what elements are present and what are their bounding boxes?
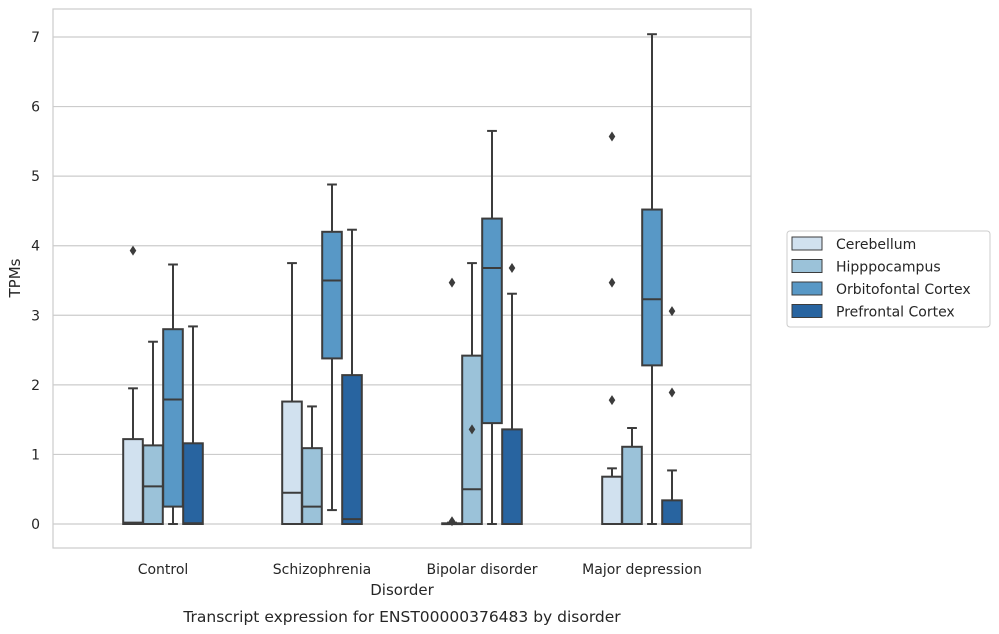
outlier-point (448, 277, 456, 288)
legend-label: Hipppocampus (836, 260, 941, 276)
legend-label: Orbitofontal Cortex (836, 282, 971, 298)
box-series-layer (122, 33, 683, 527)
legend-swatch (791, 259, 823, 273)
box-body (601, 475, 623, 526)
legend-swatch (791, 304, 823, 318)
box-body (182, 442, 204, 526)
y-tick-label: 3 (31, 308, 40, 324)
box-2-0 (162, 263, 184, 525)
x-axis-ticks: Control Schizophrenia Bipolar disorder Majo… (138, 562, 702, 578)
outlier-point (668, 306, 676, 317)
y-axis-title: TPMs (6, 258, 24, 298)
outlier-point (608, 131, 616, 142)
x-tick-label: Schizophrenia (273, 562, 371, 578)
legend: Cerebellum Hipppocampus Orbitofontal Corte… (786, 230, 991, 328)
box-body (321, 230, 343, 360)
legend-label: Prefrontal Cortex (836, 305, 955, 321)
box-1-1 (301, 405, 323, 525)
x-tick-label: Control (138, 562, 189, 578)
legend-item-3: Prefrontal Cortex (791, 304, 955, 321)
box-3-0 (182, 325, 204, 526)
box-0-0 (122, 245, 144, 526)
x-tick-label: Bipolar disorder (426, 562, 537, 578)
outlier-point (608, 277, 616, 288)
box-3-1 (341, 228, 363, 526)
outlier-point (129, 245, 137, 256)
box-3-2 (501, 262, 523, 525)
outlier-point (448, 516, 456, 527)
y-tick-label: 4 (31, 239, 40, 255)
y-axis-ticks: 0 1 2 3 4 5 6 7 (31, 30, 40, 533)
box-body (621, 445, 643, 526)
box-body (641, 208, 663, 367)
box-body (661, 499, 683, 525)
box-body (301, 447, 323, 525)
x-tick-label: Major depression (582, 562, 702, 578)
y-tick-label: 5 (31, 169, 40, 185)
series-2 (162, 33, 663, 525)
box-0-3 (601, 131, 623, 526)
legend-swatch (791, 236, 823, 251)
y-tick-label: 6 (31, 100, 40, 116)
box-1-2 (461, 262, 483, 525)
legend-swatch (791, 281, 823, 296)
legend-item-0: Cerebellum (791, 236, 916, 253)
series-3 (182, 228, 683, 526)
legend-frame (786, 230, 991, 328)
y-tick-label: 1 (31, 447, 40, 463)
box-body (281, 400, 303, 526)
figure-caption: Transcript expression for ENST0000037648… (182, 608, 621, 626)
box-body (162, 328, 184, 508)
y-tick-label: 2 (31, 378, 40, 394)
y-tick-label: 0 (31, 517, 40, 533)
box-body (481, 217, 503, 425)
box-2-3 (641, 33, 663, 525)
plot-area-frame (52, 8, 752, 549)
box-1-0 (142, 340, 164, 525)
outlier-point (468, 424, 476, 435)
y-tick-label: 7 (31, 30, 40, 46)
legend-item-2: Orbitofontal Cortex (791, 281, 971, 298)
legend-label: Cerebellum (836, 237, 916, 253)
series-1 (142, 262, 643, 526)
box-body (142, 444, 164, 525)
outlier-point (508, 262, 516, 273)
box-body (341, 374, 363, 526)
series-0 (122, 131, 623, 527)
outlier-point (668, 387, 676, 398)
box-2-1 (321, 183, 343, 512)
box-2-2 (481, 129, 503, 525)
box-3-3 (661, 306, 683, 525)
box-body (501, 428, 523, 525)
box-0-1 (281, 262, 303, 526)
box-body (122, 438, 144, 526)
legend-item-1: Hipppocampus (791, 259, 941, 276)
x-axis-title: Disorder (370, 581, 434, 599)
box-body (461, 354, 483, 525)
outlier-point (608, 395, 616, 406)
box-1-3 (621, 426, 643, 526)
